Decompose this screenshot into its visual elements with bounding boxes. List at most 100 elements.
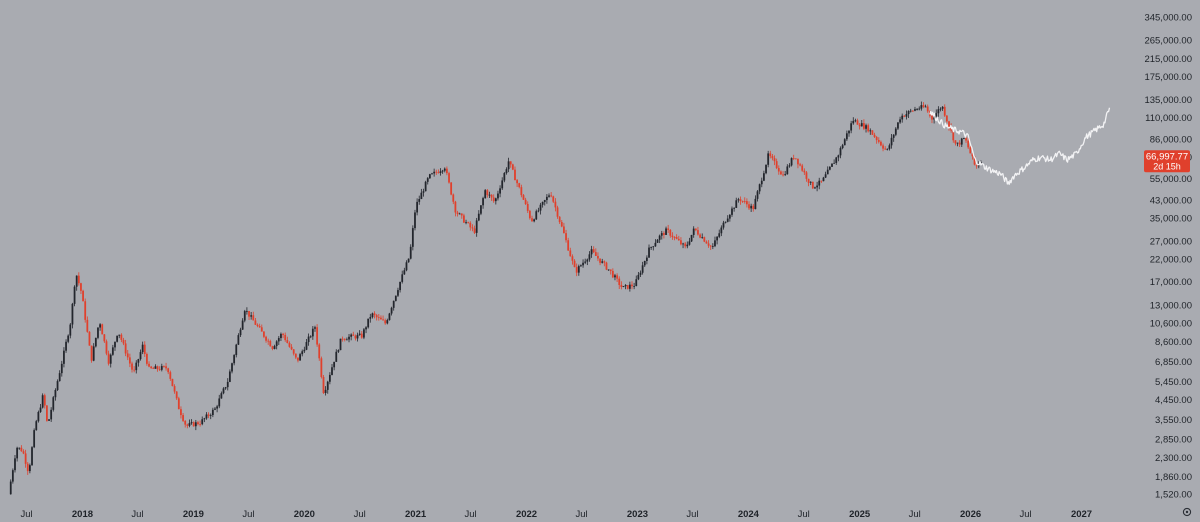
candle-body [441,170,444,172]
candle-body [688,241,691,245]
y-tick-label: 55,000.00 [1150,174,1192,185]
candle-body [667,228,670,230]
candle-body [735,200,738,208]
candle-body [114,341,116,348]
candle-body [737,199,740,201]
candle-body [314,327,316,329]
candle-body [58,373,61,382]
candle-body [443,168,446,171]
candle-body [407,258,410,263]
candle-body [703,237,706,242]
candle-body [692,228,695,235]
candle-body [352,334,355,336]
candle-body [46,405,48,421]
candle-body [494,198,497,202]
candle-body [243,311,246,321]
candle-body [497,193,499,199]
price-axis[interactable]: 345,000.00 265,000.00 215,000.00 175,000.00… [1144,12,1192,500]
candle-body [231,363,233,372]
candle-body [520,187,523,196]
candle-body [958,142,961,145]
candle-body [805,172,808,179]
candle-body [869,130,872,132]
candle-body [171,378,174,387]
candle-body [150,366,153,369]
settings-icon[interactable] [1182,507,1192,517]
candle-body [780,171,782,175]
candle-body [611,270,614,278]
candle-body [369,317,372,319]
candle-body [414,212,416,229]
candle-body [716,236,718,241]
candle-body [360,333,363,338]
candle-body [182,415,184,421]
y-tick-label: 8,600.00 [1155,337,1192,348]
candle-body [382,319,384,321]
candle-body [637,274,640,280]
candle-body [907,111,910,115]
candle-body [467,222,470,224]
candle-body [322,376,325,393]
candle-body [248,310,250,317]
candle-body [303,349,306,352]
candle-body [577,266,580,273]
candle-body [882,145,884,149]
candle-body [275,341,278,347]
candle-body [426,178,429,182]
candle-body [790,158,793,166]
candle-body [745,201,748,205]
candle-body [343,339,346,340]
candle-body [28,465,31,472]
candle-body [137,359,140,363]
candle-body [11,470,14,482]
candle-body [573,260,576,268]
candle-body [794,158,797,160]
candle-body [614,275,616,278]
candle-body [320,358,323,377]
candle-body [384,320,387,324]
candle-body [84,301,87,320]
candle-body [522,195,525,200]
candle-body [539,204,542,211]
x-tick-year-label: 2027 [1071,509,1092,520]
candle-body [241,320,244,330]
candle-body [724,221,727,223]
candle-body [373,313,376,316]
x-tick-year-label: 2020 [294,509,315,520]
projection-line [929,107,1111,186]
candle-body [535,211,538,220]
candle-body [673,237,676,238]
candle-body [733,207,736,209]
candle-body [63,350,65,364]
candle-body [799,164,801,166]
candle-body [394,295,397,301]
candle-body [458,213,461,215]
candle-body [694,228,697,231]
candle-body [328,374,331,382]
candle-body [211,409,214,416]
candle-body [131,363,133,370]
candle-body [371,313,374,318]
candle-body [365,327,367,330]
candle-body [771,156,774,159]
price-badge-countdown: 2d 15h [1153,162,1181,172]
candle-body [65,341,67,351]
candle-body [71,303,74,325]
candle-body [918,108,921,110]
candle-body [639,272,642,275]
candle-body [14,458,16,471]
candle-body [288,343,291,347]
candle-body [677,238,680,241]
candle-body [697,230,699,235]
candle-body [239,329,242,336]
candle-body [782,174,784,176]
candle-body [250,315,253,317]
candle-body [133,369,136,371]
time-axis[interactable]: Jul 2018 Jul 2019 Jul 2020 Jul 2021 Jul 2022 Jul 20… [20,509,1092,520]
projection-series [929,107,1111,186]
candle-body [858,124,861,127]
candle-body [965,138,967,141]
candle-body [92,346,95,361]
